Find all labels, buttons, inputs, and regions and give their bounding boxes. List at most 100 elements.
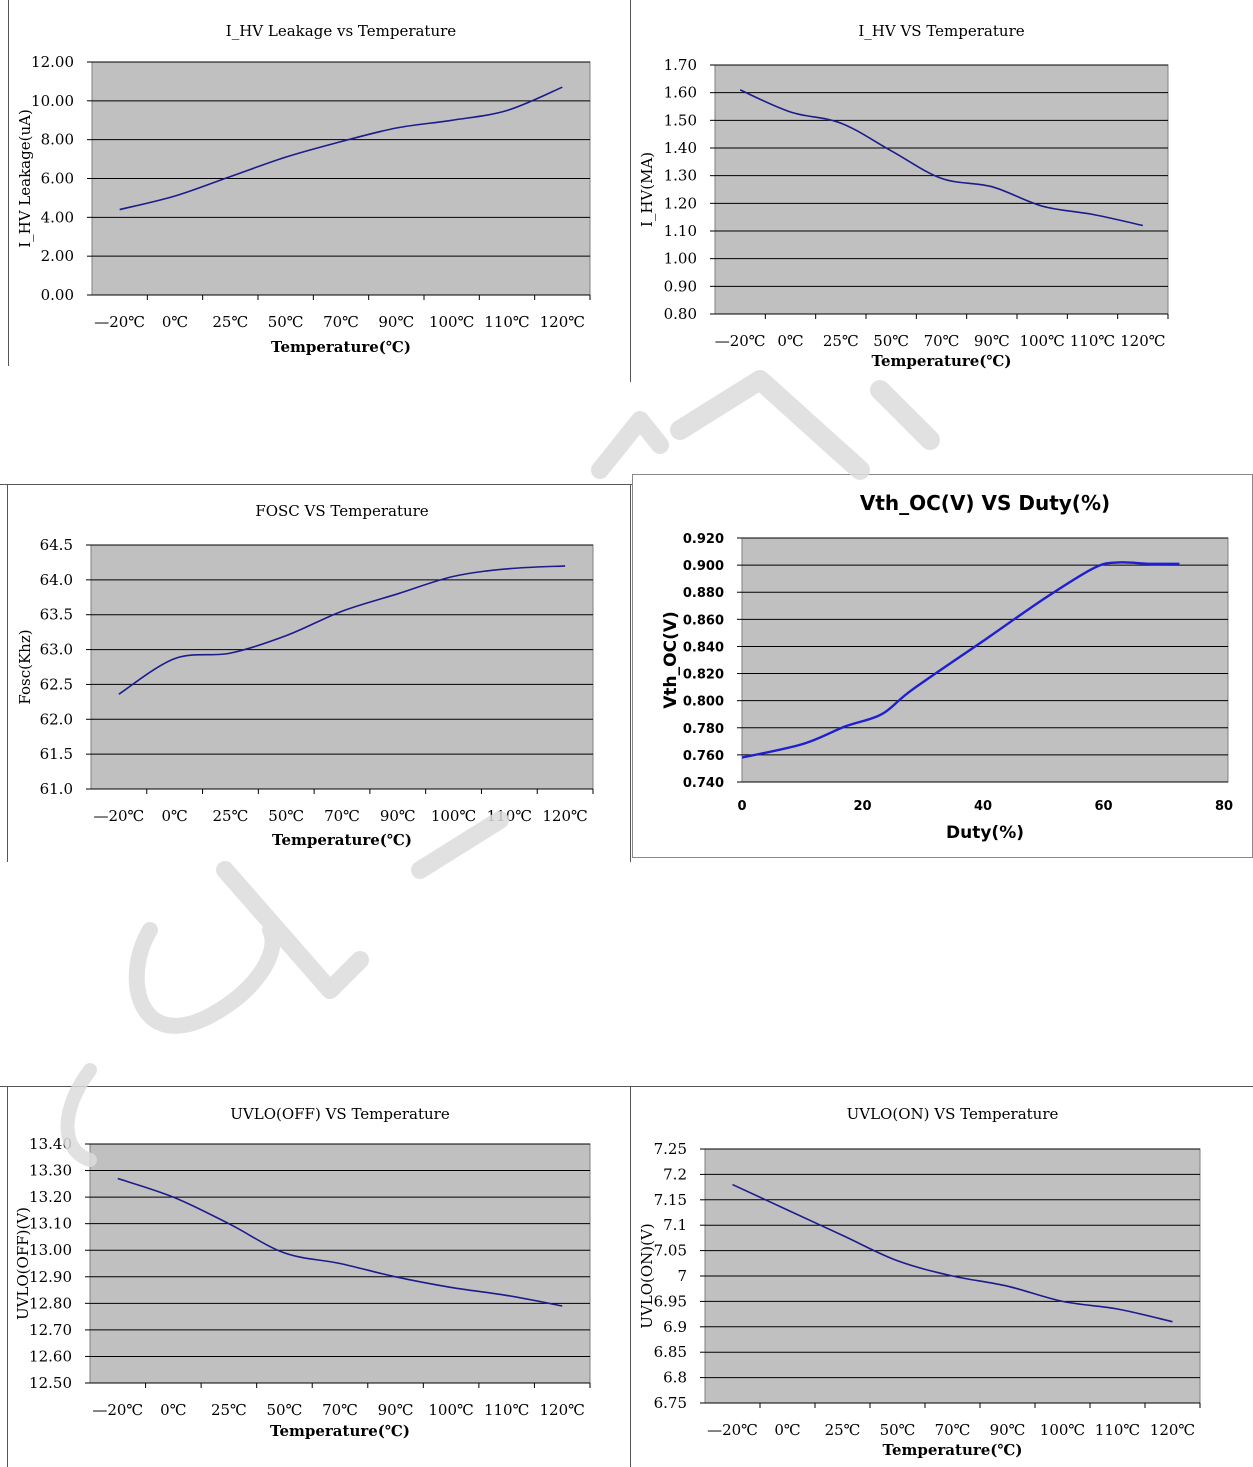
x-tick-label: 20 bbox=[853, 799, 871, 814]
chart-i-hv: I_HV VS Temperature 0.80 0.90 1.00 1.10 1.20 1… bbox=[630, 0, 1253, 382]
x-tick-label: 90℃ bbox=[380, 807, 416, 825]
plot-area bbox=[741, 537, 1229, 783]
y-axis-label: I_HV Leakage(uA) bbox=[16, 109, 34, 248]
x-tick-label: 25℃ bbox=[823, 332, 859, 350]
y-tick-label: 7.05 bbox=[654, 1242, 687, 1260]
y-tick-label: 12.90 bbox=[29, 1268, 72, 1286]
x-tick-label: 70℃ bbox=[935, 1421, 971, 1439]
x-axis-label: Temperature(℃) bbox=[883, 1441, 1023, 1459]
chart-svg: FOSC VS Temperature 61.0 61.5 62.0 62.5 63.0 6… bbox=[0, 484, 632, 862]
y-tick-label: 6.85 bbox=[654, 1343, 687, 1361]
x-axis-label: Temperature(℃) bbox=[272, 831, 412, 849]
x-tick-label: —20℃ bbox=[92, 1401, 143, 1419]
y-tick-label: 61.5 bbox=[40, 745, 73, 763]
x-tick-label: —20℃ bbox=[93, 807, 144, 825]
plot-area bbox=[714, 64, 1169, 315]
x-tick-label: 25℃ bbox=[213, 807, 249, 825]
chart-svg: Vth_OC(V) VS Duty(%) 0.740 0.760 0.780 0.800… bbox=[632, 474, 1253, 858]
y-tick-label: 4.00 bbox=[41, 208, 74, 226]
y-tick-label: 10.00 bbox=[31, 92, 74, 110]
x-tick-label: 60 bbox=[1094, 799, 1112, 814]
x-tick-label: 90℃ bbox=[378, 313, 414, 331]
y-tick-label: 12.60 bbox=[29, 1347, 72, 1365]
x-tick-label: 25℃ bbox=[211, 1401, 247, 1419]
x-tick-label: 70℃ bbox=[324, 807, 360, 825]
x-tick-label: 100℃ bbox=[1040, 1421, 1085, 1439]
x-tick-label: 110℃ bbox=[1070, 332, 1115, 350]
plot-area bbox=[90, 544, 594, 790]
y-tick-label: 1.30 bbox=[664, 167, 697, 185]
x-tick-label: 0 bbox=[737, 799, 746, 814]
y-tick-label: 0.840 bbox=[683, 640, 724, 655]
y-tick-label: 61.0 bbox=[40, 780, 73, 798]
chart-title: FOSC VS Temperature bbox=[255, 502, 428, 520]
chart-vth-oc: Vth_OC(V) VS Duty(%) 0.740 0.760 0.780 0.800… bbox=[632, 474, 1253, 858]
watermark-stroke bbox=[216, 861, 369, 999]
y-tick-label: 13.40 bbox=[29, 1135, 72, 1153]
y-tick-label: 0.740 bbox=[683, 776, 724, 791]
y-tick-label: 0.760 bbox=[683, 749, 724, 764]
y-tick-label: 0.900 bbox=[683, 559, 724, 574]
chart-title: I_HV VS Temperature bbox=[858, 22, 1024, 40]
x-tick-label: 0℃ bbox=[162, 807, 188, 825]
x-tick-label: —20℃ bbox=[94, 313, 145, 331]
x-tick-label: 120℃ bbox=[1150, 1421, 1195, 1439]
y-tick-label: 8.00 bbox=[41, 131, 74, 149]
x-axis-label: Duty(%) bbox=[946, 823, 1024, 843]
watermark-stroke bbox=[591, 411, 669, 479]
x-tick-label: 70℃ bbox=[322, 1401, 358, 1419]
y-tick-label: 7.15 bbox=[654, 1191, 687, 1209]
y-axis-label: Vth_OC(V) bbox=[661, 611, 681, 709]
x-tick-label: 50℃ bbox=[268, 313, 304, 331]
y-tick-label: 6.9 bbox=[663, 1318, 687, 1336]
x-tick-label: 90℃ bbox=[378, 1401, 414, 1419]
y-tick-label: 6.00 bbox=[41, 170, 74, 188]
watermark-stroke bbox=[670, 370, 870, 480]
y-tick-label: 0.780 bbox=[683, 722, 724, 737]
x-tick-label: 50℃ bbox=[873, 332, 909, 350]
x-tick-label: 25℃ bbox=[212, 313, 248, 331]
x-tick-label: 110℃ bbox=[484, 1401, 529, 1419]
y-tick-label: 1.00 bbox=[664, 250, 697, 268]
y-tick-label: 0.860 bbox=[683, 613, 724, 628]
y-tick-label: 6.95 bbox=[654, 1292, 687, 1310]
y-tick-label: 2.00 bbox=[41, 247, 74, 265]
y-tick-label: 63.0 bbox=[40, 641, 73, 659]
chart-title: I_HV Leakage vs Temperature bbox=[226, 22, 456, 40]
y-tick-label: 64.0 bbox=[40, 571, 73, 589]
chart-title: Vth_OC(V) VS Duty(%) bbox=[860, 491, 1110, 515]
x-axis-label: Temperature(℃) bbox=[872, 352, 1012, 370]
y-axis-label: UVLO(OFF)(V) bbox=[14, 1207, 32, 1320]
x-tick-label: 50℃ bbox=[880, 1421, 916, 1439]
y-axis-label: I_HV(MA) bbox=[638, 152, 656, 227]
x-tick-label: 80 bbox=[1215, 799, 1233, 814]
chart-uvlo-on: UVLO(ON) VS Temperature 6.75 6.8 6.85 6.9 6.9… bbox=[630, 1086, 1253, 1467]
y-tick-label: 1.50 bbox=[664, 111, 697, 129]
x-tick-label: 0℃ bbox=[777, 332, 803, 350]
x-tick-label: 25℃ bbox=[825, 1421, 861, 1439]
y-tick-label: 1.40 bbox=[664, 139, 697, 157]
y-tick-label: 1.10 bbox=[664, 222, 697, 240]
x-tick-label: 120℃ bbox=[542, 807, 587, 825]
x-axis-label: Temperature(℃) bbox=[270, 1422, 410, 1440]
y-tick-label: 13.20 bbox=[29, 1188, 72, 1206]
y-tick-label: 0.920 bbox=[683, 532, 724, 547]
x-tick-label: 110℃ bbox=[1095, 1421, 1140, 1439]
y-tick-label: 1.70 bbox=[664, 56, 697, 74]
y-tick-label: 62.0 bbox=[40, 710, 73, 728]
y-tick-label: 7.1 bbox=[663, 1216, 687, 1234]
x-tick-label: 0℃ bbox=[162, 313, 188, 331]
y-axis-label: Fosc(Khz) bbox=[16, 629, 34, 704]
y-tick-label: 0.90 bbox=[664, 277, 697, 295]
y-tick-label: 63.5 bbox=[40, 606, 73, 624]
chart-i-hv-leakage: I_HV Leakage vs Temperature 0.00 2.00 4.00 6… bbox=[0, 0, 632, 366]
x-tick-label: 50℃ bbox=[268, 807, 304, 825]
chart-title: UVLO(OFF) VS Temperature bbox=[230, 1105, 450, 1123]
chart-title: UVLO(ON) VS Temperature bbox=[847, 1105, 1059, 1123]
y-tick-label: 13.00 bbox=[29, 1241, 72, 1259]
y-tick-label: 6.75 bbox=[654, 1394, 687, 1412]
chart-svg: UVLO(ON) VS Temperature 6.75 6.8 6.85 6.9 6.9… bbox=[630, 1086, 1253, 1467]
y-tick-label: 64.5 bbox=[40, 536, 73, 554]
y-tick-label: 0.00 bbox=[41, 286, 74, 304]
x-tick-label: 100℃ bbox=[431, 807, 476, 825]
